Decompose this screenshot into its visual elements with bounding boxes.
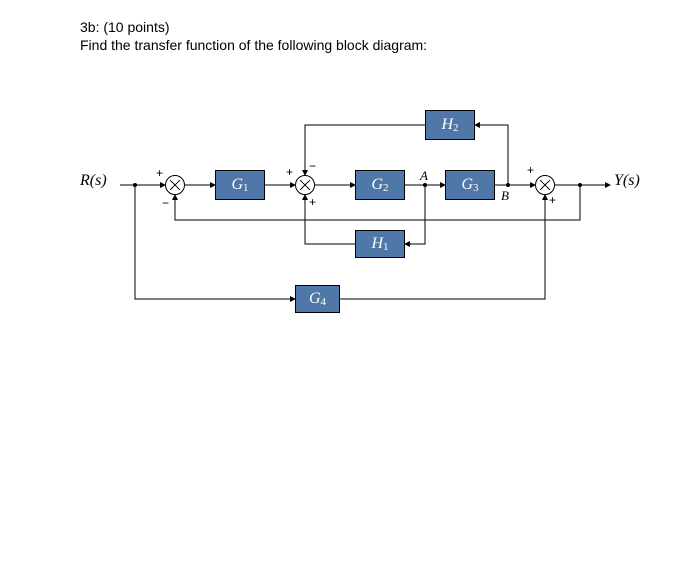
sign-s2-plus-bot: + (309, 195, 316, 209)
block-g1: G1 (215, 170, 265, 200)
header-line1: 3b: (10 points) (80, 18, 427, 36)
header-line2: Find the transfer function of the follow… (80, 36, 427, 54)
block-h1: H1 (355, 230, 405, 258)
block-g2-label: G (371, 176, 383, 194)
sign-s1-minus: − (162, 196, 169, 210)
block-g3: G3 (445, 170, 495, 200)
sign-s1-plus: + (156, 166, 163, 180)
block-g4: G4 (295, 285, 340, 313)
input-label: R(s) (80, 172, 107, 190)
sign-s3-plus2: + (549, 193, 556, 207)
block-g3-label: G (461, 176, 473, 194)
block-h1-label: H (371, 235, 383, 253)
summer-1 (165, 175, 185, 195)
sign-s3-plus: + (527, 163, 534, 177)
node-b-label: B (501, 188, 509, 204)
node-a-label: A (420, 168, 428, 184)
block-g3-sub: 3 (473, 182, 479, 194)
block-h2: H2 (425, 110, 475, 140)
block-h2-label: H (441, 116, 453, 134)
summer-3 (535, 175, 555, 195)
block-g1-label: G (231, 176, 243, 194)
block-h2-sub: 2 (453, 122, 459, 134)
sign-s2-plus: + (286, 165, 293, 179)
block-g4-label: G (309, 290, 321, 308)
summer-2 (295, 175, 315, 195)
block-g2: G2 (355, 170, 405, 200)
block-g2-sub: 2 (383, 182, 389, 194)
diagram-wires (80, 80, 640, 340)
block-diagram: R(s) Y(s) A B + − + − + + + G1 G2 G3 G4 … (80, 80, 640, 340)
block-g1-sub: 1 (243, 182, 249, 194)
block-h1-sub: 1 (383, 241, 389, 253)
problem-header: 3b: (10 points) Find the transfer functi… (80, 18, 427, 54)
output-label: Y(s) (614, 172, 640, 190)
sign-s2-minus-top: − (309, 159, 316, 173)
block-g4-sub: 4 (321, 296, 327, 308)
